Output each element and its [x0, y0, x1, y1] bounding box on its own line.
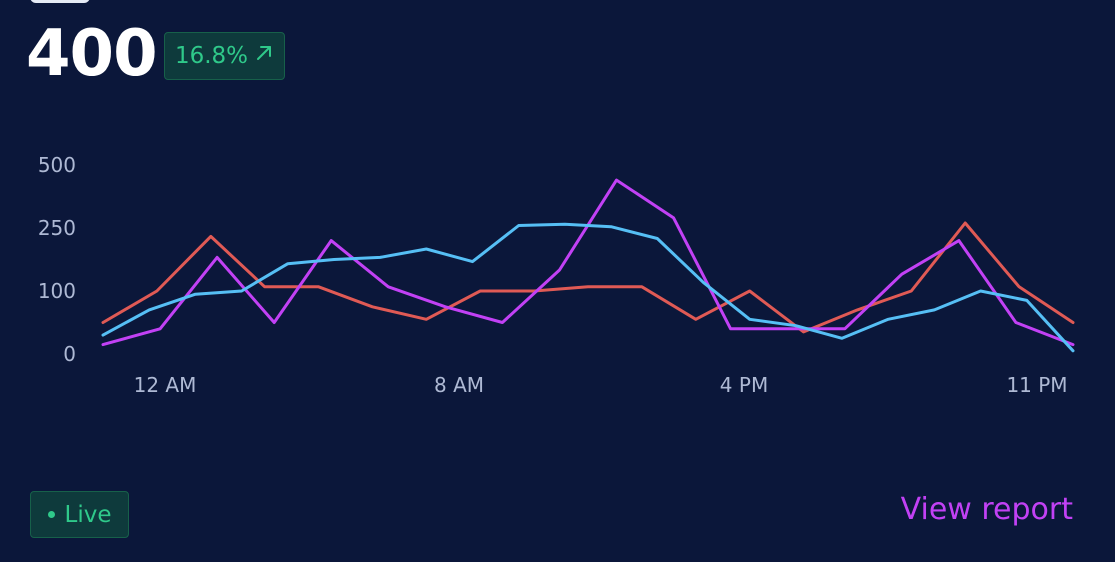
arrow-up-right-icon	[254, 43, 274, 69]
series-line-1	[101, 221, 1075, 334]
series-line-3	[101, 222, 1075, 353]
y-tick-label: 0	[63, 342, 76, 366]
series-line-2	[101, 178, 1075, 347]
header-text-sliver	[30, 0, 90, 3]
x-tick-label: 11 PM	[1006, 373, 1067, 397]
x-tick-label: 8 AM	[434, 373, 484, 397]
x-tick-label: 12 AM	[134, 373, 197, 397]
live-dot-icon	[47, 511, 55, 518]
delta-badge: 16.8%	[164, 32, 285, 80]
view-report-link[interactable]: View report	[900, 492, 1073, 527]
live-badge: Live	[30, 491, 129, 538]
y-tick-label: 100	[38, 279, 76, 303]
y-tick-label: 250	[38, 216, 76, 240]
metric-value: 400	[26, 17, 158, 91]
live-label: Live	[64, 501, 112, 528]
y-tick-label: 500	[38, 153, 76, 177]
delta-value: 16.8%	[174, 43, 249, 69]
line-chart: 0 100 250 500 12 AM 8 AM 4 PM 11 PM	[38, 153, 1075, 397]
x-tick-label: 4 PM	[720, 373, 768, 397]
